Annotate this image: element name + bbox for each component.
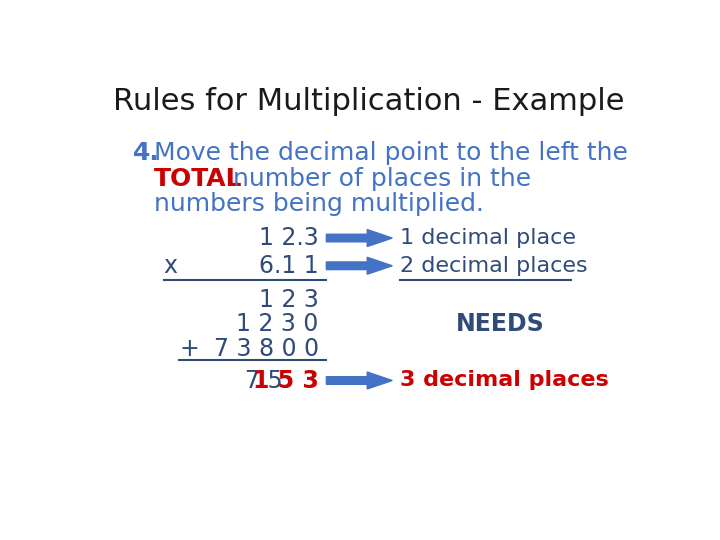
- Text: 1 2 3: 1 2 3: [258, 288, 319, 312]
- Text: Rules for Multiplication - Example: Rules for Multiplication - Example: [113, 87, 625, 116]
- Text: Move the decimal point to the left the: Move the decimal point to the left the: [153, 141, 627, 165]
- Text: 1 decimal place: 1 decimal place: [400, 228, 576, 248]
- Polygon shape: [326, 257, 392, 274]
- Polygon shape: [326, 372, 392, 389]
- Text: 1 2.3: 1 2.3: [259, 226, 319, 250]
- Text: 1 2 3 0: 1 2 3 0: [236, 312, 319, 336]
- Text: numbers being multiplied.: numbers being multiplied.: [153, 192, 484, 216]
- Text: TOTAL: TOTAL: [153, 167, 242, 191]
- Text: 7 5.: 7 5.: [245, 368, 290, 393]
- Text: 7 3 8 0 0: 7 3 8 0 0: [214, 337, 319, 361]
- Text: 1 5 3: 1 5 3: [253, 368, 319, 393]
- Text: number of places in the: number of places in the: [233, 167, 531, 191]
- Text: 2 decimal places: 2 decimal places: [400, 256, 588, 276]
- Text: +: +: [179, 337, 199, 361]
- Text: 4.: 4.: [132, 141, 159, 165]
- Text: 3 decimal places: 3 decimal places: [400, 370, 608, 390]
- Text: NEEDS: NEEDS: [456, 312, 545, 336]
- Polygon shape: [326, 230, 392, 247]
- Text: x: x: [163, 254, 178, 278]
- Text: 6.1 1: 6.1 1: [259, 254, 319, 278]
